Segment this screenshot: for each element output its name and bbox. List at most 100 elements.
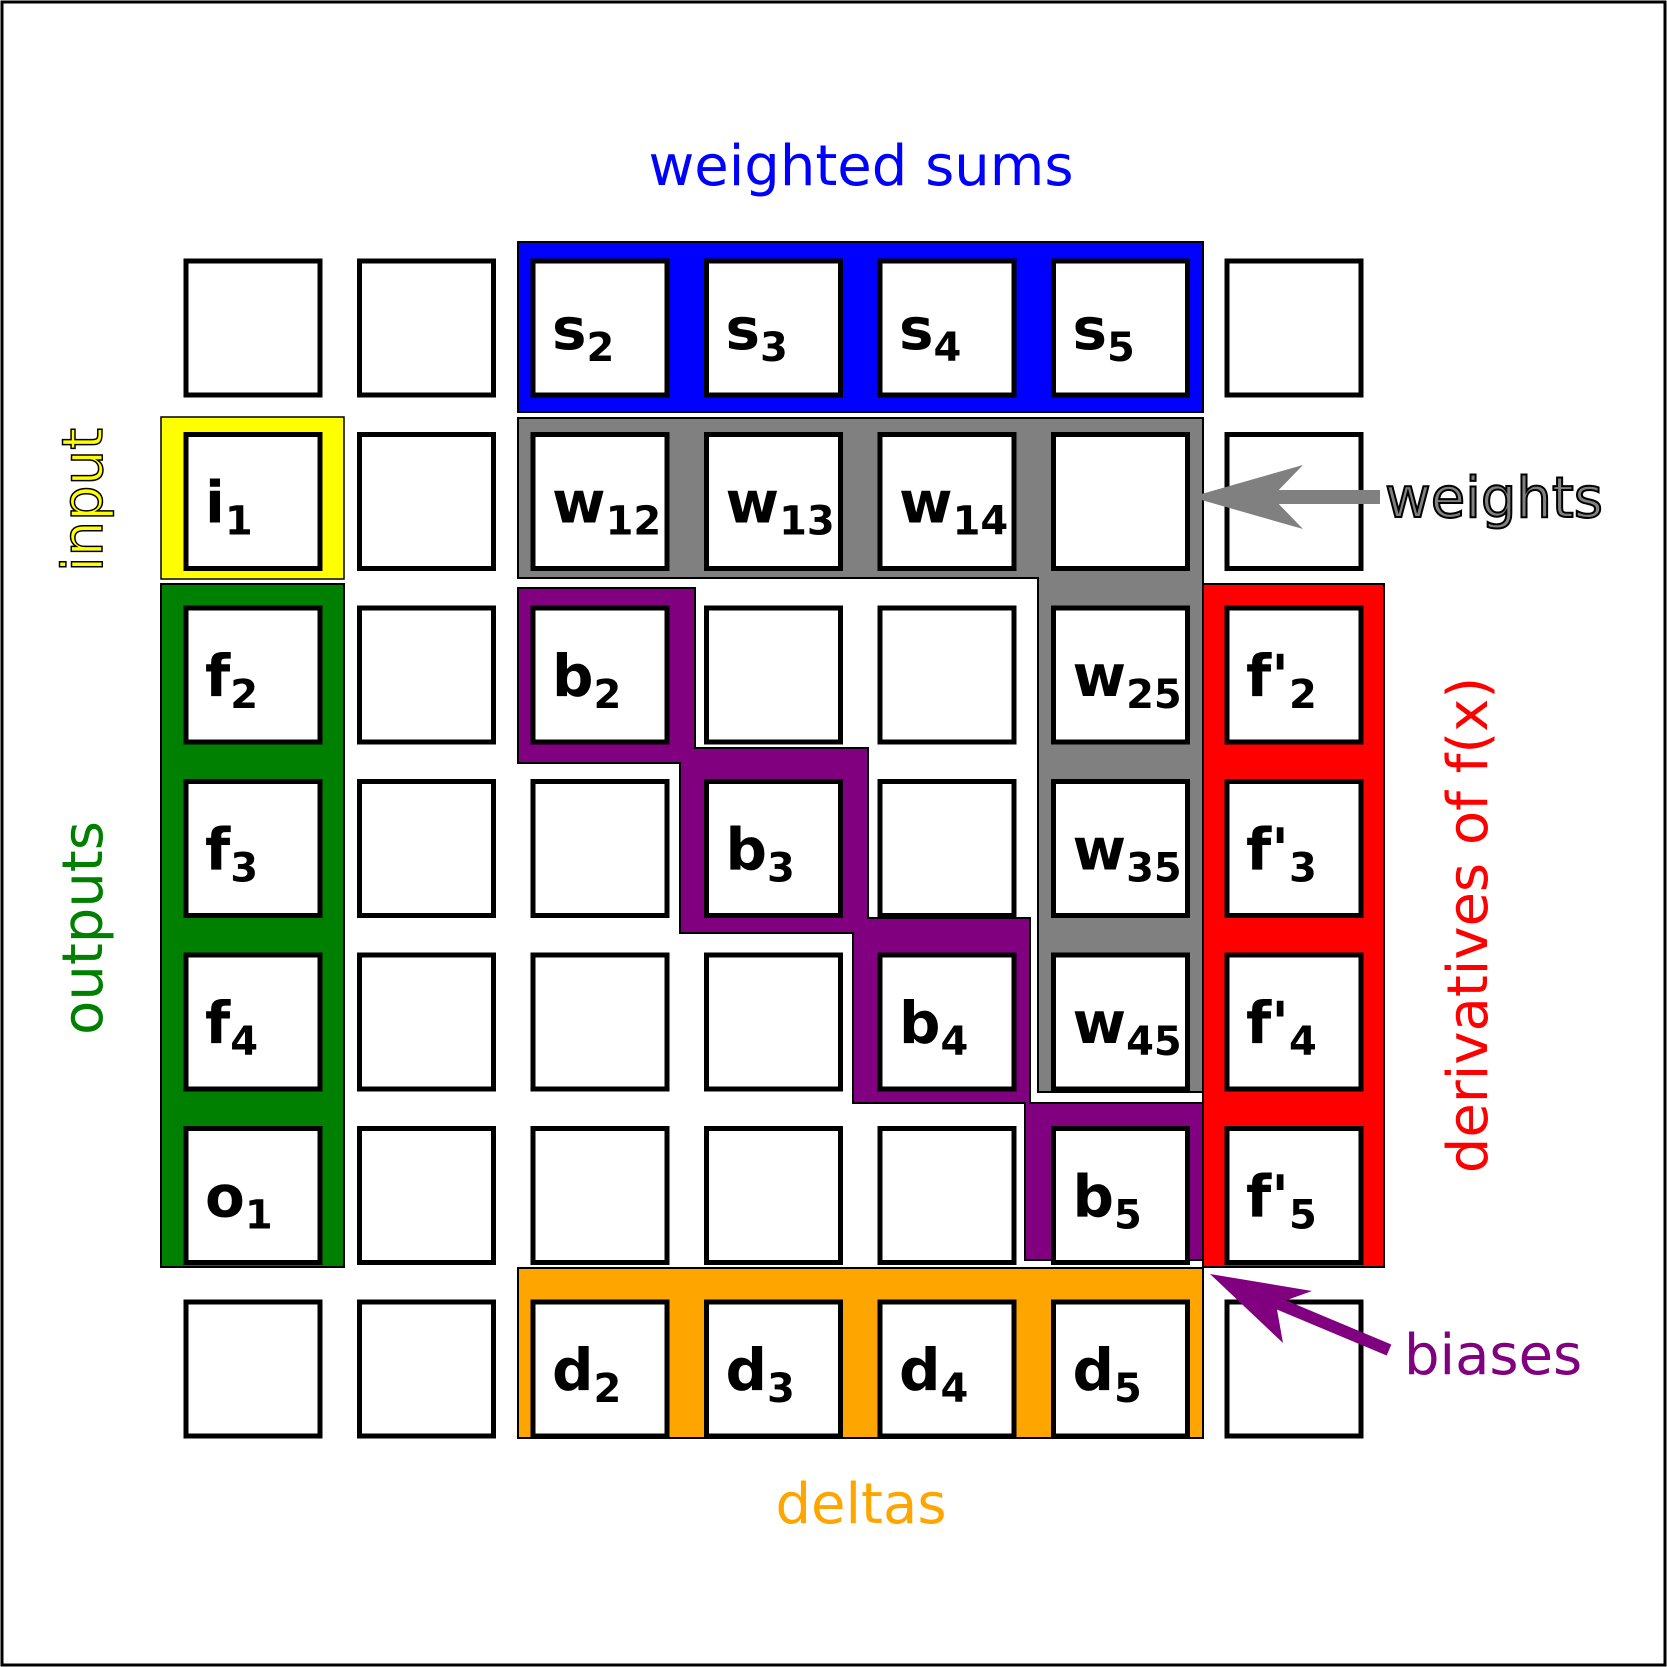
- cell-label: w14: [899, 469, 1008, 545]
- cell-label-base: f: [205, 989, 231, 1057]
- cell-label-base: w: [726, 469, 780, 537]
- empty-cell: [357, 952, 496, 1092]
- cell-label-base: f: [205, 642, 231, 710]
- cell-s2: [530, 258, 670, 398]
- cell-label: d4: [899, 1336, 968, 1412]
- cell-label-subscript: 4: [934, 325, 962, 371]
- empty-cell: [1224, 258, 1364, 398]
- cell-f2: [183, 605, 323, 745]
- weighted-sums-label: weighted sums: [648, 134, 1073, 199]
- empty-cell: [183, 1299, 323, 1439]
- cell-label-subscript: 5: [1289, 1193, 1317, 1239]
- cell-label-base: f': [1246, 989, 1289, 1057]
- cell-label-base: i: [205, 469, 225, 537]
- empty-cell: [1224, 1299, 1364, 1439]
- empty-cell: [530, 779, 670, 918]
- cell-label-subscript: 1: [245, 1193, 273, 1239]
- cell-label-subscript: 3: [767, 846, 795, 892]
- cell-label-subscript: 4: [1289, 1019, 1317, 1065]
- empty-cell: [357, 432, 496, 571]
- cell-d4: [877, 1299, 1017, 1439]
- cell-i1: [183, 432, 323, 571]
- empty-cell: [704, 605, 843, 745]
- cell-label-subscript: 3: [230, 846, 258, 892]
- empty-cell: [704, 952, 843, 1092]
- cell-b2: [530, 605, 670, 745]
- cell-label-subscript: 2: [230, 672, 258, 718]
- cell-label: b5: [1073, 1163, 1142, 1239]
- cell-label-subscript: 35: [1126, 846, 1182, 892]
- cell-label: d5: [1073, 1336, 1142, 1412]
- cell-label-subscript: 2: [594, 672, 622, 718]
- cell-label-base: w: [552, 469, 606, 537]
- cell-label-subscript: 4: [941, 1019, 969, 1065]
- empty-cell: [357, 605, 496, 745]
- cell-label: s2: [552, 295, 614, 371]
- cell-label-subscript: 4: [230, 1019, 258, 1065]
- cell-label-subscript: 25: [1126, 672, 1182, 718]
- cell-label: w45: [1073, 989, 1182, 1065]
- cell-label: f4: [205, 989, 258, 1065]
- cell-label-subscript: 4: [941, 1366, 969, 1412]
- cell-label-subscript: 2: [1289, 672, 1317, 718]
- cell-label-subscript: 2: [594, 1366, 622, 1412]
- cell-d3: [704, 1299, 843, 1439]
- cell-label: f'4: [1246, 989, 1317, 1065]
- empty-cell: [357, 258, 496, 398]
- cell-label-base: b: [899, 989, 941, 1057]
- empty-cell: [530, 952, 670, 1092]
- cell-w12: [530, 432, 670, 571]
- cell-s5: [1051, 258, 1190, 398]
- cell-label-base: d: [726, 1336, 768, 1404]
- cell-label-subscript: 3: [1289, 846, 1317, 892]
- cell-label-base: o: [205, 1163, 245, 1231]
- cell-label: f2: [205, 642, 258, 718]
- cell-label: b4: [899, 989, 968, 1065]
- weights-arrow-head: [1191, 465, 1303, 529]
- cell-label-subscript: 5: [1114, 1193, 1142, 1239]
- cell-label: d3: [726, 1336, 795, 1412]
- cell-w45: [1051, 952, 1190, 1092]
- cell-o1: [183, 1126, 323, 1265]
- cell-label-base: s: [1073, 295, 1108, 363]
- cell-label-base: d: [552, 1336, 594, 1404]
- cell-label-base: d: [899, 1336, 941, 1404]
- empty-cell: [877, 1126, 1017, 1265]
- cell-label: s5: [1073, 295, 1135, 371]
- cell-fprime3: [1224, 779, 1364, 918]
- empty-cell: [183, 258, 323, 398]
- cell-b4: [877, 952, 1017, 1092]
- cell-label: w35: [1073, 816, 1182, 892]
- cell-w35: [1051, 779, 1190, 918]
- cell-label-base: w: [899, 469, 953, 537]
- empty-cell: [1051, 432, 1190, 571]
- cell-label-base: f': [1246, 816, 1289, 884]
- cell-s4: [877, 258, 1017, 398]
- cell-label-base: w: [1073, 642, 1127, 710]
- biases-arrow-head: [1210, 1274, 1312, 1343]
- cell-label-subscript: 14: [953, 499, 1009, 545]
- cell-label: f'5: [1246, 1163, 1317, 1239]
- cell-w13: [704, 432, 843, 571]
- cell-fprime5: [1224, 1126, 1364, 1265]
- biases-arrow: [1210, 1274, 1392, 1356]
- cell-label-subscript: 3: [760, 325, 788, 371]
- cell-label-subscript: 5: [1114, 1366, 1142, 1412]
- cell-label-subscript: 5: [1107, 325, 1135, 371]
- cell-label-base: s: [726, 295, 761, 363]
- cell-label: f'2: [1246, 642, 1317, 718]
- cell-d2: [530, 1299, 670, 1439]
- cell-s3: [704, 258, 843, 398]
- empty-cell: [357, 779, 496, 918]
- cell-w25: [1051, 605, 1190, 745]
- cell-label: s3: [726, 295, 788, 371]
- cell-label-subscript: 12: [606, 499, 662, 545]
- cell-label: b3: [726, 816, 795, 892]
- cell-label-subscript: 45: [1126, 1019, 1182, 1065]
- cell-fprime2: [1224, 605, 1364, 745]
- cell-label-subscript: 13: [779, 499, 835, 545]
- empty-cell: [877, 605, 1017, 745]
